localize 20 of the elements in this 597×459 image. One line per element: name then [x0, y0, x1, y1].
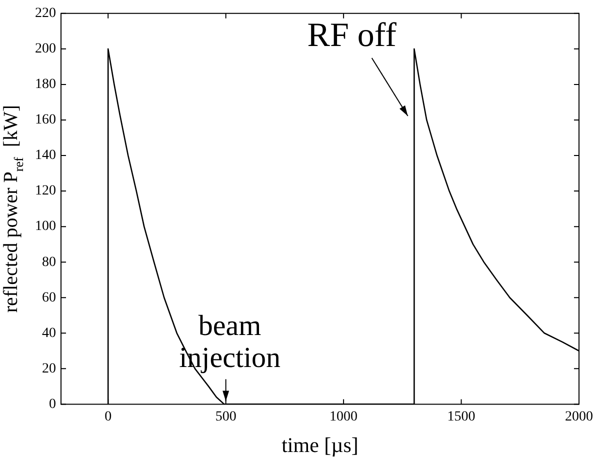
y-tick-label: 160 — [35, 112, 56, 128]
x-tick-label: 0 — [104, 409, 112, 424]
x-tick-label: 1000 — [330, 409, 358, 424]
y-tick-label: 200 — [35, 42, 56, 57]
y-tick-label: 40 — [42, 326, 56, 341]
y-tick-label: 80 — [42, 254, 56, 270]
y-tick-label: 0 — [49, 396, 56, 412]
y-tick-label: 140 — [35, 148, 56, 164]
annotation: RF off — [307, 16, 398, 54]
y-tick-label: 100 — [35, 219, 56, 234]
y-axis-title: reflected power Pref [kW] — [0, 104, 26, 313]
y-tick-label: 20 — [42, 361, 56, 376]
x-tick-label: 1500 — [447, 409, 476, 424]
y-tick-label: 120 — [35, 184, 56, 199]
x-axis-title: time [µs] — [282, 433, 358, 457]
y-tick-label: 180 — [35, 77, 56, 92]
y-tick-label: 220 — [35, 6, 56, 22]
x-tick-label: 500 — [215, 409, 236, 424]
y-tick-label: 60 — [42, 290, 56, 306]
x-tick-label: 2000 — [565, 409, 593, 424]
